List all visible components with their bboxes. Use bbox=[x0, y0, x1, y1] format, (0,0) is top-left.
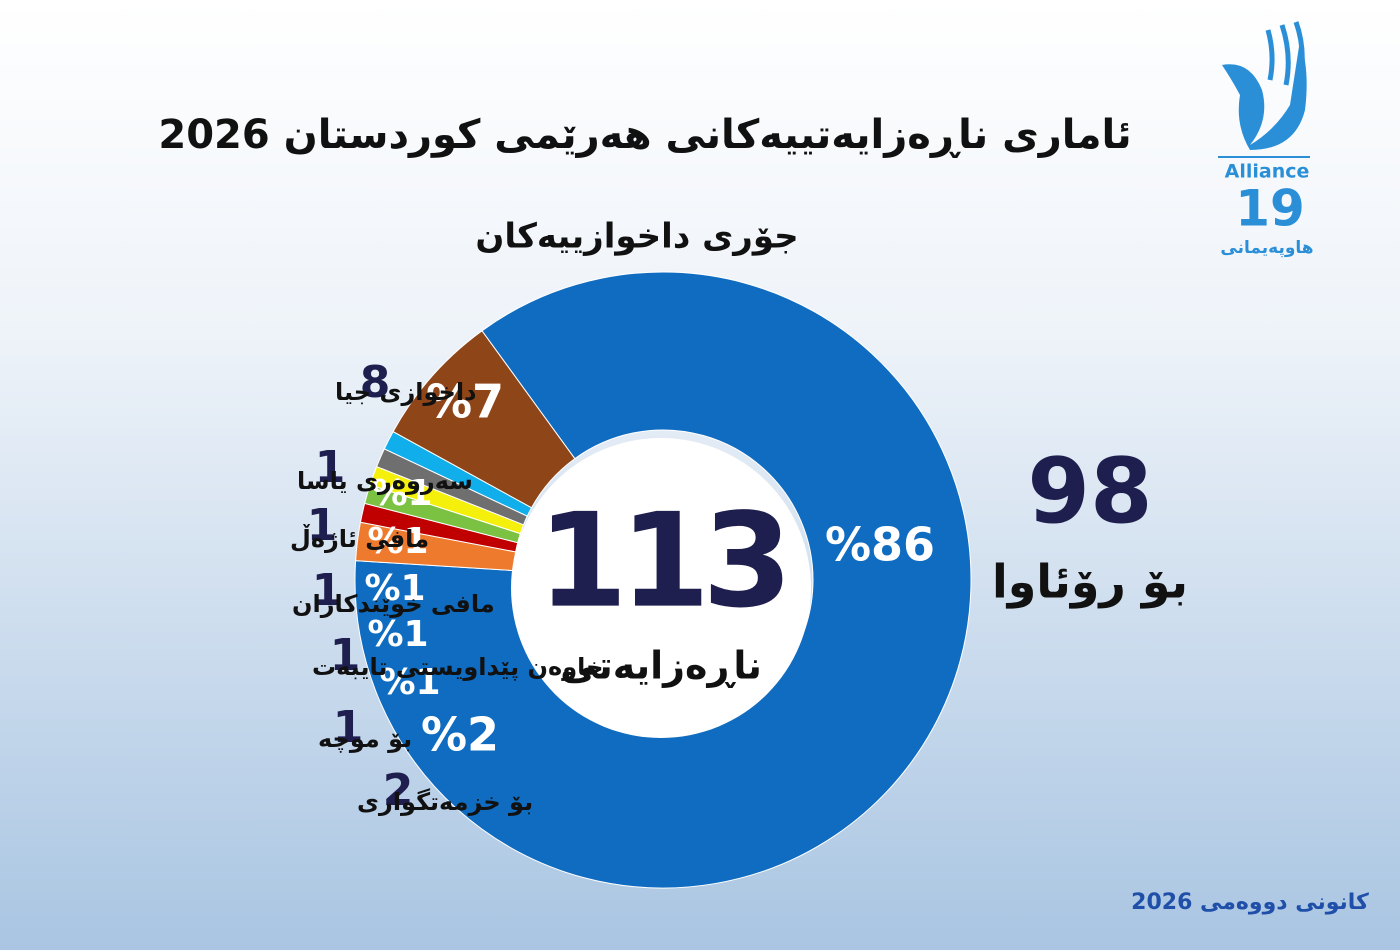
donut-slice bbox=[354, 271, 972, 889]
category-name: سەروەری یاسا bbox=[297, 467, 473, 495]
category-name: بۆ موچە bbox=[318, 725, 412, 753]
chart-subtitle: جۆری داخوازییەکان bbox=[475, 217, 798, 257]
category-name: مافی ئاژەڵ bbox=[290, 524, 429, 553]
total-value: 113 bbox=[537, 485, 784, 637]
logo-fingers bbox=[1265, 21, 1305, 86]
logo-name: Alliance bbox=[1225, 161, 1310, 183]
slice-percent: %1 bbox=[367, 614, 428, 655]
logo-subtitle: هاوپەیمانی bbox=[1220, 238, 1313, 258]
category-count: 8 bbox=[360, 357, 391, 408]
category-name: بۆ خزمەتگواری bbox=[357, 788, 533, 816]
category-name: مافی خوێندکاران bbox=[292, 590, 495, 618]
slice-percent: %1 bbox=[364, 568, 425, 609]
category-count: 1 bbox=[330, 630, 361, 681]
category-name: داخوازی جیا bbox=[335, 378, 476, 406]
footer-date: کانونی دووەمی 2026 bbox=[1131, 890, 1369, 915]
slice-percent: %1 bbox=[367, 521, 428, 562]
category-count: 1 bbox=[307, 500, 338, 551]
category-count: 1 bbox=[312, 565, 343, 616]
slice-percent: %86 bbox=[825, 518, 935, 572]
donut-slice bbox=[392, 330, 576, 509]
category-count: 1 bbox=[315, 442, 346, 493]
category-count: 98 bbox=[1027, 439, 1152, 544]
donut-hole bbox=[511, 438, 811, 738]
logo-mark bbox=[1222, 40, 1307, 150]
slice-percent: %1 bbox=[371, 473, 432, 514]
category-name: بۆ رۆئاوا bbox=[992, 555, 1188, 609]
slice-percent: %7 bbox=[426, 375, 504, 429]
total-label: ناڕەزایەتی bbox=[560, 644, 762, 688]
category-count: 1 bbox=[333, 702, 364, 753]
chart-title: ئاماری ناڕەزایەتییەکانی هەرێمی کوردستان … bbox=[158, 112, 1131, 158]
category-name: خاوەن پێداویستی تایبەت bbox=[312, 653, 603, 681]
slice-percent: %1 bbox=[379, 662, 440, 703]
category-count: 2 bbox=[383, 765, 414, 816]
logo-number: 19 bbox=[1235, 180, 1305, 238]
logo: Alliance 19 هاوپەیمانی bbox=[1218, 21, 1314, 258]
slice-percent: %2 bbox=[421, 708, 499, 762]
